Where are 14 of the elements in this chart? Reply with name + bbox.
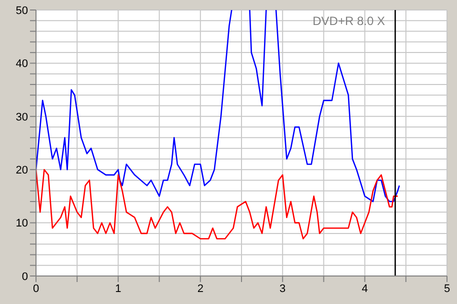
x-tick-label: 1 [115, 282, 122, 295]
line-series [36, 168, 398, 240]
x-tick-label: 5 [444, 282, 450, 295]
y-tick-label: 20 [16, 164, 28, 177]
y-tick-label: 40 [16, 58, 28, 70]
y-tick-label: 10 [16, 218, 28, 230]
x-tick-label: 0 [32, 282, 40, 295]
y-tick-label: 30 [16, 111, 28, 124]
annotation: DVD+R 8.0 X [312, 14, 385, 28]
x-tick-label: 3 [280, 282, 286, 295]
y-tick-label: 50 [16, 4, 28, 17]
x-tick-label: 2 [197, 282, 204, 295]
x-tick-label: 4 [362, 282, 368, 295]
y-tick-label: 0 [22, 270, 28, 283]
